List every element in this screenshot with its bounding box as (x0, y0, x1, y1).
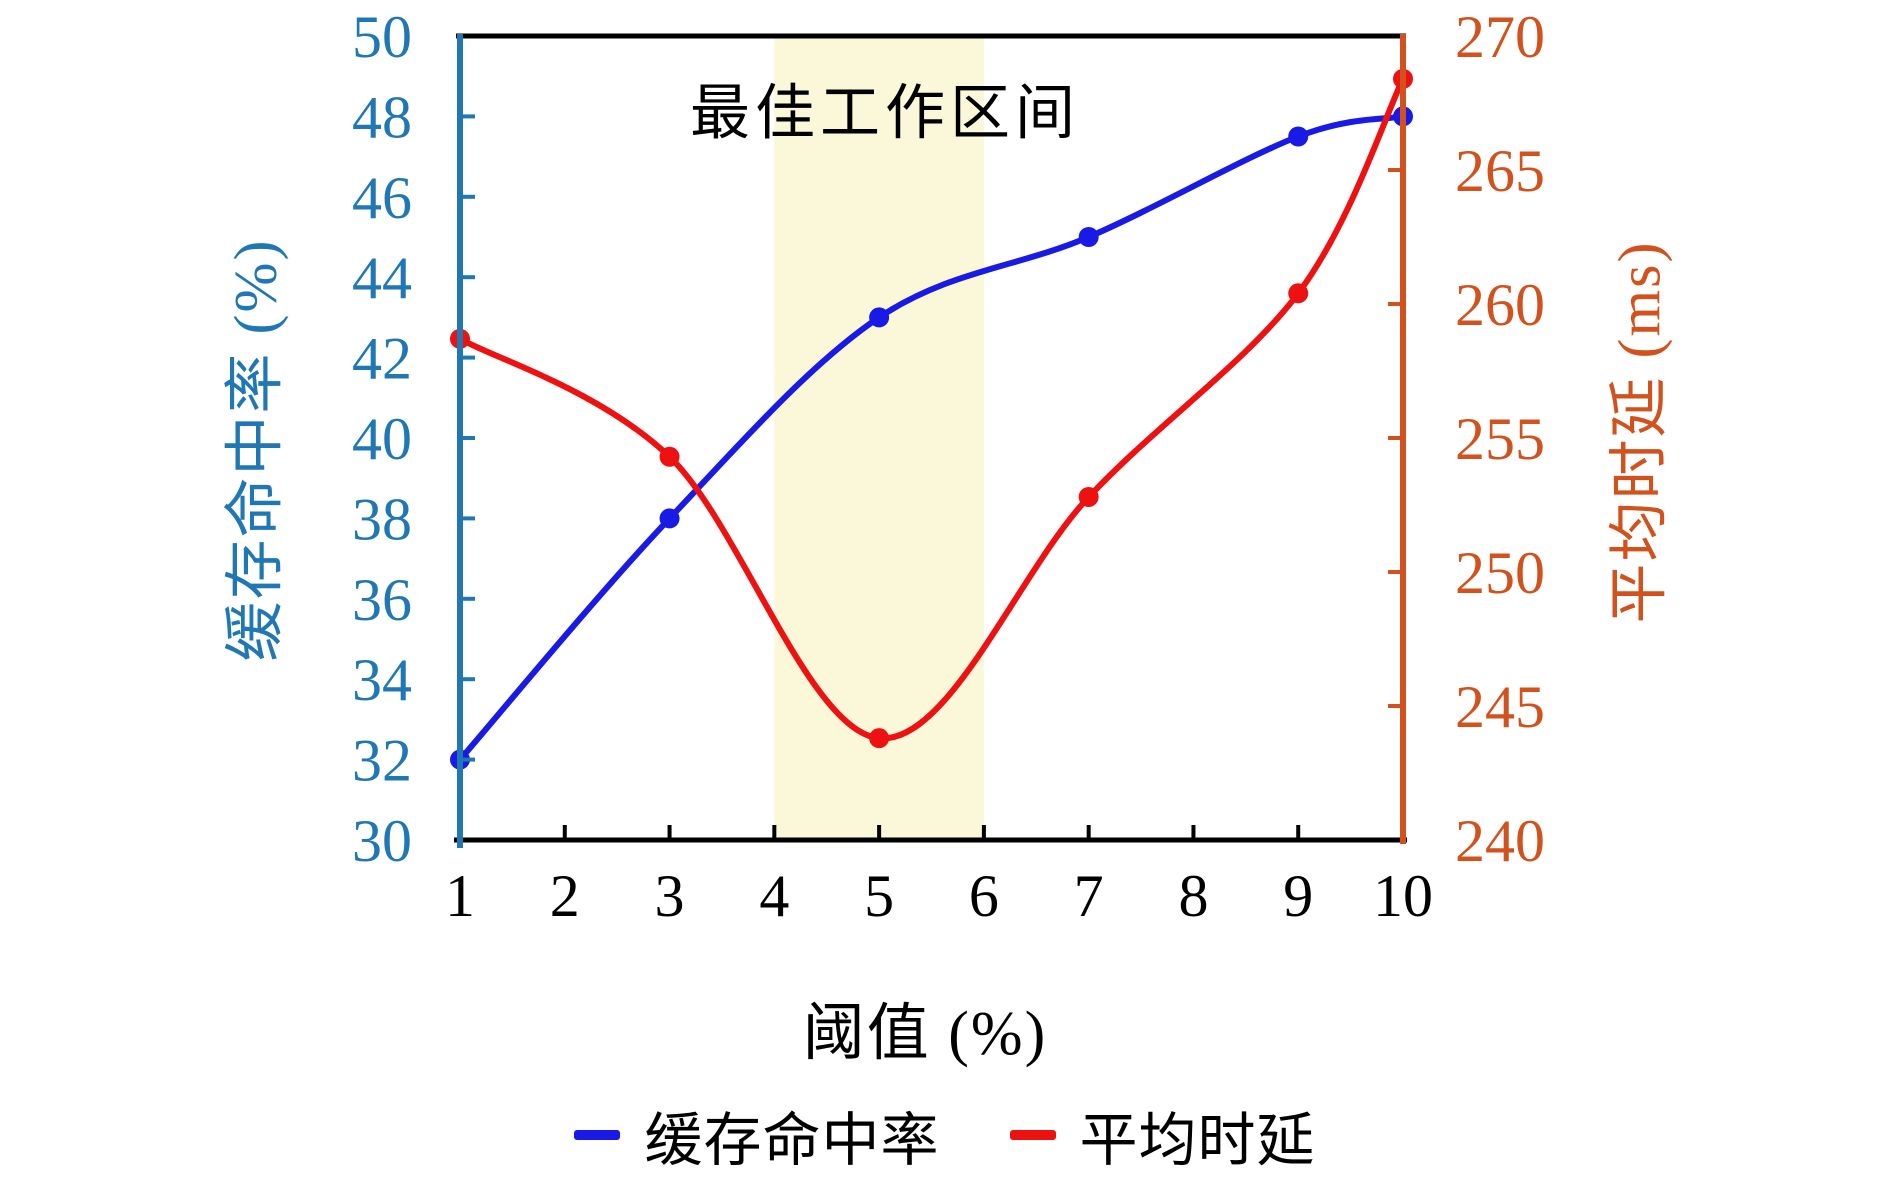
x-tick-label: 6 (969, 863, 999, 929)
left-tick-label: 38 (352, 486, 412, 552)
x-tick-label: 10 (1373, 863, 1433, 929)
optimal-region-annotation: 最佳工作区间 (690, 80, 1080, 147)
optimal-region-band (774, 36, 984, 840)
left-tick-label: 40 (352, 406, 412, 472)
left-tick-label: 36 (352, 567, 412, 633)
x-tick-label: 9 (1283, 863, 1313, 929)
latency-point (1078, 486, 1099, 507)
x-tick-label: 2 (550, 863, 580, 929)
right-tick-label: 255 (1455, 406, 1545, 472)
x-tick-label: 7 (1074, 863, 1104, 929)
cache-hit-rate-point (1288, 126, 1309, 147)
latency-point (1288, 283, 1309, 304)
left-axis-title: 缓存命中率 (%) (222, 238, 289, 662)
right-tick-label: 240 (1455, 808, 1545, 874)
legend-label-latency: 平均时延 (1079, 1108, 1316, 1173)
legend-item-cache-hit-rate: 缓存命中率 (574, 1093, 939, 1177)
right-tick-label: 270 (1455, 4, 1545, 70)
legend-label-cache-hit-rate: 缓存命中率 (644, 1108, 940, 1173)
right-tick-label: 265 (1455, 138, 1545, 204)
x-axis-title: 阈值 (%) (802, 1000, 1048, 1068)
legend: 缓存命中率 平均时延 (0, 1095, 1890, 1175)
left-tick-label: 48 (352, 84, 412, 150)
blue-line-swatch-icon (574, 1130, 621, 1140)
x-tick-label: 3 (655, 863, 685, 929)
left-tick-label: 46 (352, 165, 412, 231)
x-tick-label: 4 (759, 863, 789, 929)
x-tick-label: 5 (864, 863, 894, 929)
latency-point (869, 728, 890, 749)
x-tick-label: 8 (1178, 863, 1208, 929)
cache-hit-rate-point (659, 508, 680, 529)
left-tick-label: 34 (352, 647, 412, 713)
red-line-swatch-icon (1009, 1130, 1056, 1140)
right-axis-title: 平均时延 (ms) (1606, 240, 1673, 624)
latency-point (659, 446, 680, 467)
right-tick-label: 250 (1455, 540, 1545, 606)
legend-item-latency: 平均时延 (1009, 1093, 1316, 1177)
right-tick-label: 260 (1455, 272, 1545, 338)
left-tick-label: 42 (352, 326, 412, 392)
cache-hit-rate-point (1078, 227, 1099, 247)
left-tick-label: 50 (352, 4, 412, 70)
left-tick-label: 30 (352, 808, 412, 874)
right-tick-label: 245 (1455, 674, 1545, 740)
left-tick-label: 44 (352, 245, 412, 311)
left-tick-label: 32 (352, 728, 412, 794)
cache-hit-rate-point (869, 307, 890, 328)
x-tick-label: 1 (445, 863, 475, 929)
